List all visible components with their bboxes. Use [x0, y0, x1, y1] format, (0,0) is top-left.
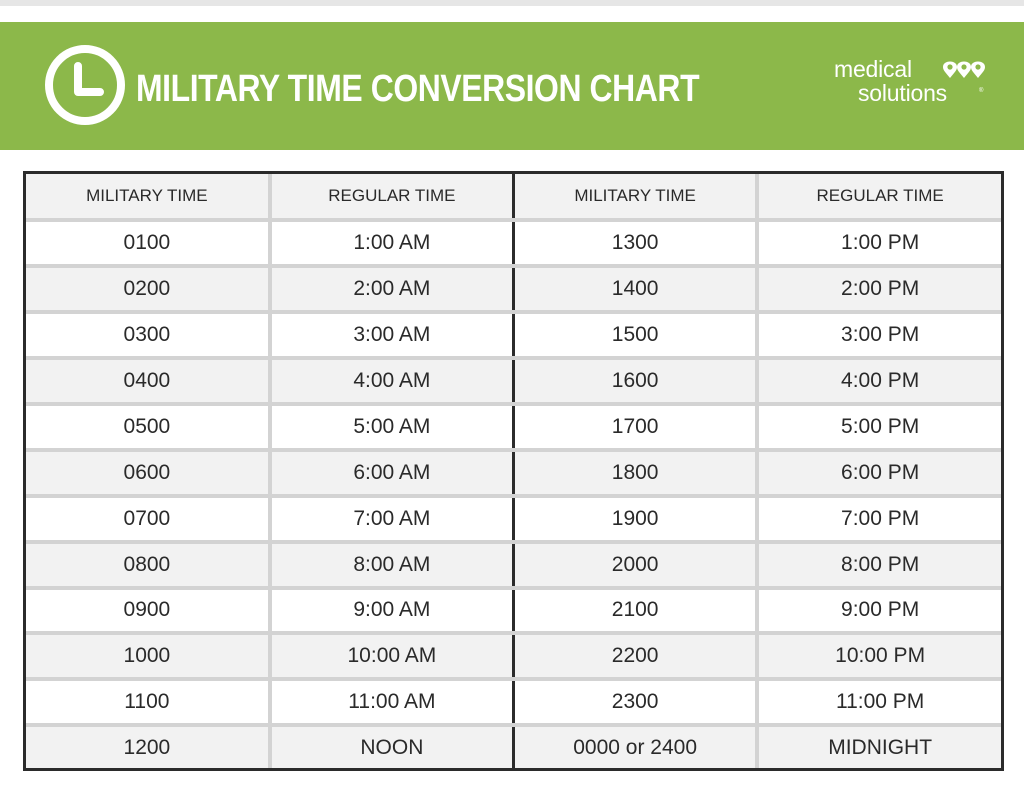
logo-registered-mark: ® [979, 88, 984, 94]
regular-time-cell: 3:00 PM [757, 311, 1001, 360]
military-time-cell: 1800 [513, 449, 760, 498]
regular-time-cell: NOON [269, 725, 515, 768]
regular-time-cell: 8:00 PM [757, 541, 1001, 590]
conversion-table: MILITARY TIME REGULAR TIME MILITARY TIME… [23, 171, 1004, 771]
military-time-cell: 0000 or 2400 [513, 725, 760, 768]
military-time-cell: 2100 [513, 587, 760, 636]
regular-time-cell: 7:00 AM [269, 495, 515, 544]
logo-text-line2: solutions [858, 80, 947, 106]
military-time-cell: 1300 [513, 220, 760, 268]
clock-icon [45, 45, 125, 125]
military-time-cell: 1400 [513, 265, 760, 314]
military-time-cell: 0200 [26, 265, 272, 314]
military-time-cell: 1600 [513, 357, 760, 406]
regular-time-cell: 1:00 PM [757, 220, 1001, 268]
regular-time-cell: 1:00 AM [269, 220, 515, 268]
table-row: 0900 9:00 AM 2100 9:00 PM [26, 587, 1001, 636]
table-row: 0700 7:00 AM 1900 7:00 PM [26, 495, 1001, 544]
table-row: 0200 2:00 AM 1400 2:00 PM [26, 265, 1001, 314]
regular-time-cell: 2:00 AM [269, 265, 515, 314]
military-time-cell: 1900 [513, 495, 760, 544]
table-row: 1000 10:00 AM 2200 10:00 PM [26, 633, 1001, 682]
table-row: 0500 5:00 AM 1700 5:00 PM [26, 403, 1001, 452]
military-time-cell: 0700 [26, 495, 272, 544]
military-time-cell: 0100 [26, 220, 272, 268]
table-row: 0800 8:00 AM 2000 8:00 PM [26, 541, 1001, 590]
table-row: 0100 1:00 AM 1300 1:00 PM [26, 220, 1001, 268]
table-row: 1100 11:00 AM 2300 11:00 PM [26, 679, 1001, 728]
regular-time-cell: 4:00 AM [269, 357, 515, 406]
regular-time-cell: MIDNIGHT [757, 725, 1001, 768]
military-time-cell: 1700 [513, 403, 760, 452]
table-row: 0300 3:00 AM 1500 3:00 PM [26, 311, 1001, 360]
regular-time-cell: 6:00 PM [757, 449, 1001, 498]
heart-map-pins-icon [943, 61, 985, 78]
military-time-cell: 0600 [26, 449, 272, 498]
table-row: 0600 6:00 AM 1800 6:00 PM [26, 449, 1001, 498]
column-header-regular-time-right: REGULAR TIME [757, 174, 1001, 222]
military-time-cell: 0800 [26, 541, 272, 590]
regular-time-cell: 5:00 PM [757, 403, 1001, 452]
header-banner: MILITARY TIME CONVERSION CHART medical s… [0, 22, 1024, 150]
regular-time-cell: 10:00 AM [269, 633, 515, 682]
regular-time-cell: 4:00 PM [757, 357, 1001, 406]
page-title: MILITARY TIME CONVERSION CHART [136, 68, 700, 110]
logo-text-line1: medical [834, 56, 912, 82]
regular-time-cell: 2:00 PM [757, 265, 1001, 314]
military-time-cell: 0500 [26, 403, 272, 452]
military-time-cell: 1000 [26, 633, 272, 682]
column-header-military-time-right: MILITARY TIME [513, 174, 760, 222]
brand-logo: medical solutions ® [832, 54, 1002, 114]
military-time-cell: 0300 [26, 311, 272, 360]
table-row: 1200 NOON 0000 or 2400 MIDNIGHT [26, 725, 1001, 768]
column-header-regular-time-left: REGULAR TIME [269, 174, 515, 222]
military-time-cell: 2200 [513, 633, 760, 682]
regular-time-cell: 3:00 AM [269, 311, 515, 360]
top-strip [0, 0, 1024, 6]
military-time-cell: 2000 [513, 541, 760, 590]
regular-time-cell: 8:00 AM [269, 541, 515, 590]
military-time-cell: 0900 [26, 587, 272, 636]
regular-time-cell: 11:00 AM [269, 679, 515, 728]
regular-time-cell: 10:00 PM [757, 633, 1001, 682]
table-header-row: MILITARY TIME REGULAR TIME MILITARY TIME… [26, 174, 1001, 222]
regular-time-cell: 11:00 PM [757, 679, 1001, 728]
regular-time-cell: 5:00 AM [269, 403, 515, 452]
military-time-cell: 2300 [513, 679, 760, 728]
military-time-cell: 1500 [513, 311, 760, 360]
regular-time-cell: 7:00 PM [757, 495, 1001, 544]
military-time-cell: 1100 [26, 679, 272, 728]
regular-time-cell: 6:00 AM [269, 449, 515, 498]
regular-time-cell: 9:00 AM [269, 587, 515, 636]
table-row: 0400 4:00 AM 1600 4:00 PM [26, 357, 1001, 406]
military-time-cell: 0400 [26, 357, 272, 406]
military-time-cell: 1200 [26, 725, 272, 768]
column-header-military-time-left: MILITARY TIME [26, 174, 272, 222]
regular-time-cell: 9:00 PM [757, 587, 1001, 636]
